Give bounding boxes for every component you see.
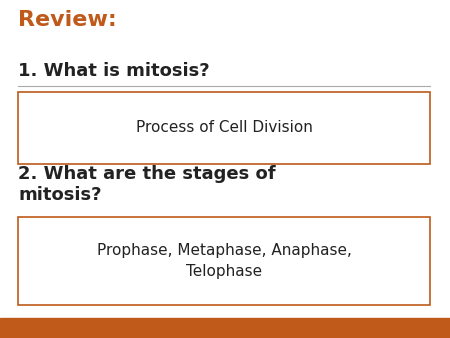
FancyBboxPatch shape: [18, 217, 430, 305]
FancyBboxPatch shape: [18, 92, 430, 164]
Bar: [0, 318, 450, 338]
Text: 2. What are the stages of
mitosis?: 2. What are the stages of mitosis?: [18, 165, 275, 204]
Text: 1. What is mitosis?: 1. What is mitosis?: [18, 62, 210, 80]
Text: Prophase, Metaphase, Anaphase,
Telophase: Prophase, Metaphase, Anaphase, Telophase: [97, 243, 351, 279]
Text: Review:: Review:: [18, 10, 117, 30]
Text: Process of Cell Division: Process of Cell Division: [135, 121, 312, 136]
